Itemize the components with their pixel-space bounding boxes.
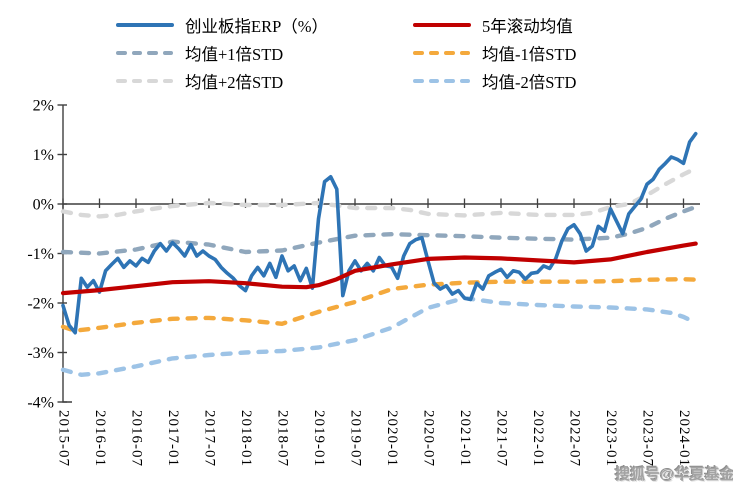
x-tick-label: 2017-07 <box>202 410 218 467</box>
x-tick-label: 2017-01 <box>165 410 181 467</box>
x-tick-label: 2019-01 <box>311 410 327 467</box>
x-tick-label: 2018-07 <box>275 410 291 467</box>
x-tick-label: 2016-01 <box>92 410 108 467</box>
x-tick-label: 2024-01 <box>676 410 692 467</box>
legend-column-left: 创业板指ERP（%） 均值+1倍STD 均值+2倍STD <box>116 11 369 95</box>
legend-line-dash <box>147 50 158 56</box>
legend-line-dash <box>116 22 174 28</box>
y-tick-label: -1% <box>27 246 54 263</box>
legend-item-minus2std: 均值-2倍STD <box>413 67 576 95</box>
legend-label-plus2std: 均值+2倍STD <box>185 73 284 92</box>
y-tick-label: -4% <box>27 395 54 412</box>
x-tick-label: 2016-07 <box>129 410 145 467</box>
legend-line-dash <box>413 78 424 84</box>
y-tick-label: -2% <box>27 296 54 313</box>
legend-item-mean: 5年滚动均值 <box>413 11 576 39</box>
legend: 创业板指ERP（%） 均值+1倍STD 均值+2倍STD 5年滚动均值 均值-1… <box>116 11 576 95</box>
series-mean-minus-2std <box>60 295 698 377</box>
legend-label-minus2std: 均值-2倍STD <box>482 73 577 92</box>
legend-line-dash <box>459 50 470 56</box>
legend-item-minus1std: 均值-1倍STD <box>413 39 576 67</box>
x-tick-label: 2022-07 <box>567 410 583 467</box>
legend-item-erp: 创业板指ERP（%） <box>116 11 369 39</box>
y-tick-label: -3% <box>27 345 54 362</box>
legend-line-dash <box>131 78 142 84</box>
legend-label-minus1std: 均值-1倍STD <box>482 45 577 64</box>
legend-line-sample-minus1std <box>413 50 471 56</box>
x-tick-label: 2022-01 <box>530 410 546 467</box>
legend-line-sample-plus1std <box>116 50 174 56</box>
legend-line-dash <box>428 78 439 84</box>
legend-line-dash <box>162 50 173 56</box>
legend-line-dash <box>147 78 158 84</box>
x-tick-label: 2023-07 <box>640 410 656 467</box>
x-tick-label: 2019-07 <box>348 410 364 467</box>
series-5y-rolling-mean <box>60 241 698 296</box>
series-mean-minus-1std <box>60 277 698 333</box>
y-tick-label: 0% <box>33 197 54 214</box>
legend-line-sample-minus2std <box>413 78 471 84</box>
series-mean-plus-2std <box>60 166 698 219</box>
x-tick-label: 2021-07 <box>494 410 510 467</box>
watermark: 搜狐号@华夏基金 <box>615 466 733 483</box>
series-chinext-erp <box>61 131 698 335</box>
x-tick-label: 2020-01 <box>384 410 400 467</box>
legend-line-dash <box>428 50 439 56</box>
legend-label-mean: 5年滚动均值 <box>482 17 573 36</box>
legend-line-sample-erp <box>116 22 174 28</box>
legend-line-dash <box>413 22 471 28</box>
legend-column-right: 5年滚动均值 均值-1倍STD 均值-2倍STD <box>413 11 576 95</box>
legend-line-dash <box>413 50 424 56</box>
legend-line-sample-plus2std <box>116 78 174 84</box>
legend-line-dash <box>444 78 455 84</box>
legend-line-dash <box>116 50 127 56</box>
x-tick-label: 2018-01 <box>238 410 254 467</box>
legend-label-erp: 创业板指ERP（%） <box>185 17 329 36</box>
legend-item-plus1std: 均值+1倍STD <box>116 39 369 67</box>
x-tick-label: 2023-01 <box>603 410 619 467</box>
legend-line-dash <box>116 78 127 84</box>
x-tick-label: 2021-01 <box>457 410 473 467</box>
y-tick-label: 2% <box>33 98 54 115</box>
legend-line-sample-mean <box>413 22 471 28</box>
legend-label-plus1std: 均值+1倍STD <box>185 45 284 64</box>
legend-line-dash <box>444 50 455 56</box>
legend-line-dash <box>131 50 142 56</box>
legend-line-dash <box>162 78 173 84</box>
x-tick-label: 2015-07 <box>56 410 72 467</box>
x-tick-label: 2020-07 <box>421 410 437 467</box>
y-tick-label: 1% <box>33 147 54 164</box>
legend-item-plus2std: 均值+2倍STD <box>116 67 369 95</box>
legend-line-dash <box>459 78 470 84</box>
series-mean-plus-1std <box>60 204 698 256</box>
axes: 2% 1% 0% -1% -2% -3% -4%2015-07 2016-01 2016-07 2… <box>27 98 700 467</box>
